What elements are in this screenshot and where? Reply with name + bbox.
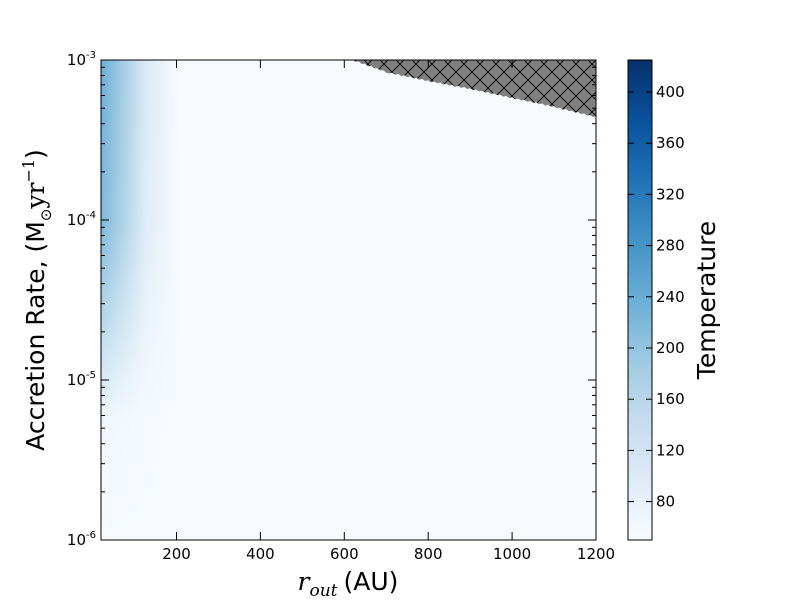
x-tick-label: 200	[162, 545, 191, 563]
colorbar-tick-label: 240	[656, 288, 685, 306]
colorbar-tick-label: 320	[656, 185, 685, 203]
colorbar: 80 120 160 200 240 280 320 360 400	[627, 59, 685, 541]
y-tick-label: 10-6	[67, 530, 96, 549]
y-axis-sun-symbol: ⊙	[37, 209, 55, 222]
x-tick-label: 1200	[577, 545, 615, 563]
colorbar-tick-label: 360	[656, 134, 685, 152]
plot-frame	[100, 59, 597, 541]
colorbar-label: Temperature	[692, 221, 721, 380]
x-tick-label: 800	[414, 545, 443, 563]
colorbar-tick-label: 400	[656, 83, 685, 101]
hatched-excluded-region	[352, 60, 596, 117]
y-tick-label: 10-5	[67, 370, 96, 389]
x-axis-symbol: r	[298, 567, 312, 596]
x-axis: 200 400 600 800 1000 1200	[162, 60, 615, 563]
colorbar-tick-label: 120	[656, 441, 685, 459]
y-axis-title-text: Accretion Rate, (M	[21, 221, 50, 451]
y-axis-unit-exponent: −1	[19, 159, 38, 183]
colorbar-ticks: 80 120 160 200 240 280 320 360 400	[628, 83, 685, 511]
x-tick-label: 400	[246, 545, 275, 563]
x-axis-subscript: out	[310, 581, 338, 600]
x-tick-label: 1000	[493, 545, 531, 563]
y-axis-title: Accretion Rate, (M⊙yr−1)	[19, 149, 55, 451]
y-axis: 10-6 10-5 10-4 10-3	[67, 50, 596, 549]
svg-text:rout(AU): rout (AU)	[298, 567, 399, 600]
colorbar-tick-label: 80	[656, 493, 675, 511]
plot-area	[100, 59, 597, 541]
y-tick-label: 10-4	[67, 210, 96, 229]
colorbar-tick-label: 280	[656, 237, 685, 255]
heatmap-vertical-fade	[101, 60, 221, 540]
y-axis-close-paren: )	[21, 149, 50, 159]
colorbar-tick-label: 160	[656, 390, 685, 408]
y-tick-label: 10-3	[67, 50, 96, 69]
colorbar-tick-label: 200	[656, 339, 685, 357]
colorbar-frame	[627, 59, 653, 541]
x-tick-label: 600	[330, 545, 359, 563]
colorbar-gradient	[628, 60, 652, 540]
x-axis-title: rout (AU)	[298, 567, 399, 600]
x-axis-unit: (AU)	[344, 567, 399, 596]
svg-text:Accretion Rate, (M⊙yr−1): Accretion Rate, (M⊙yr−1)	[19, 149, 55, 451]
colorbar-title: Temperature	[692, 221, 721, 380]
y-axis-unit-text: yr	[21, 182, 50, 209]
